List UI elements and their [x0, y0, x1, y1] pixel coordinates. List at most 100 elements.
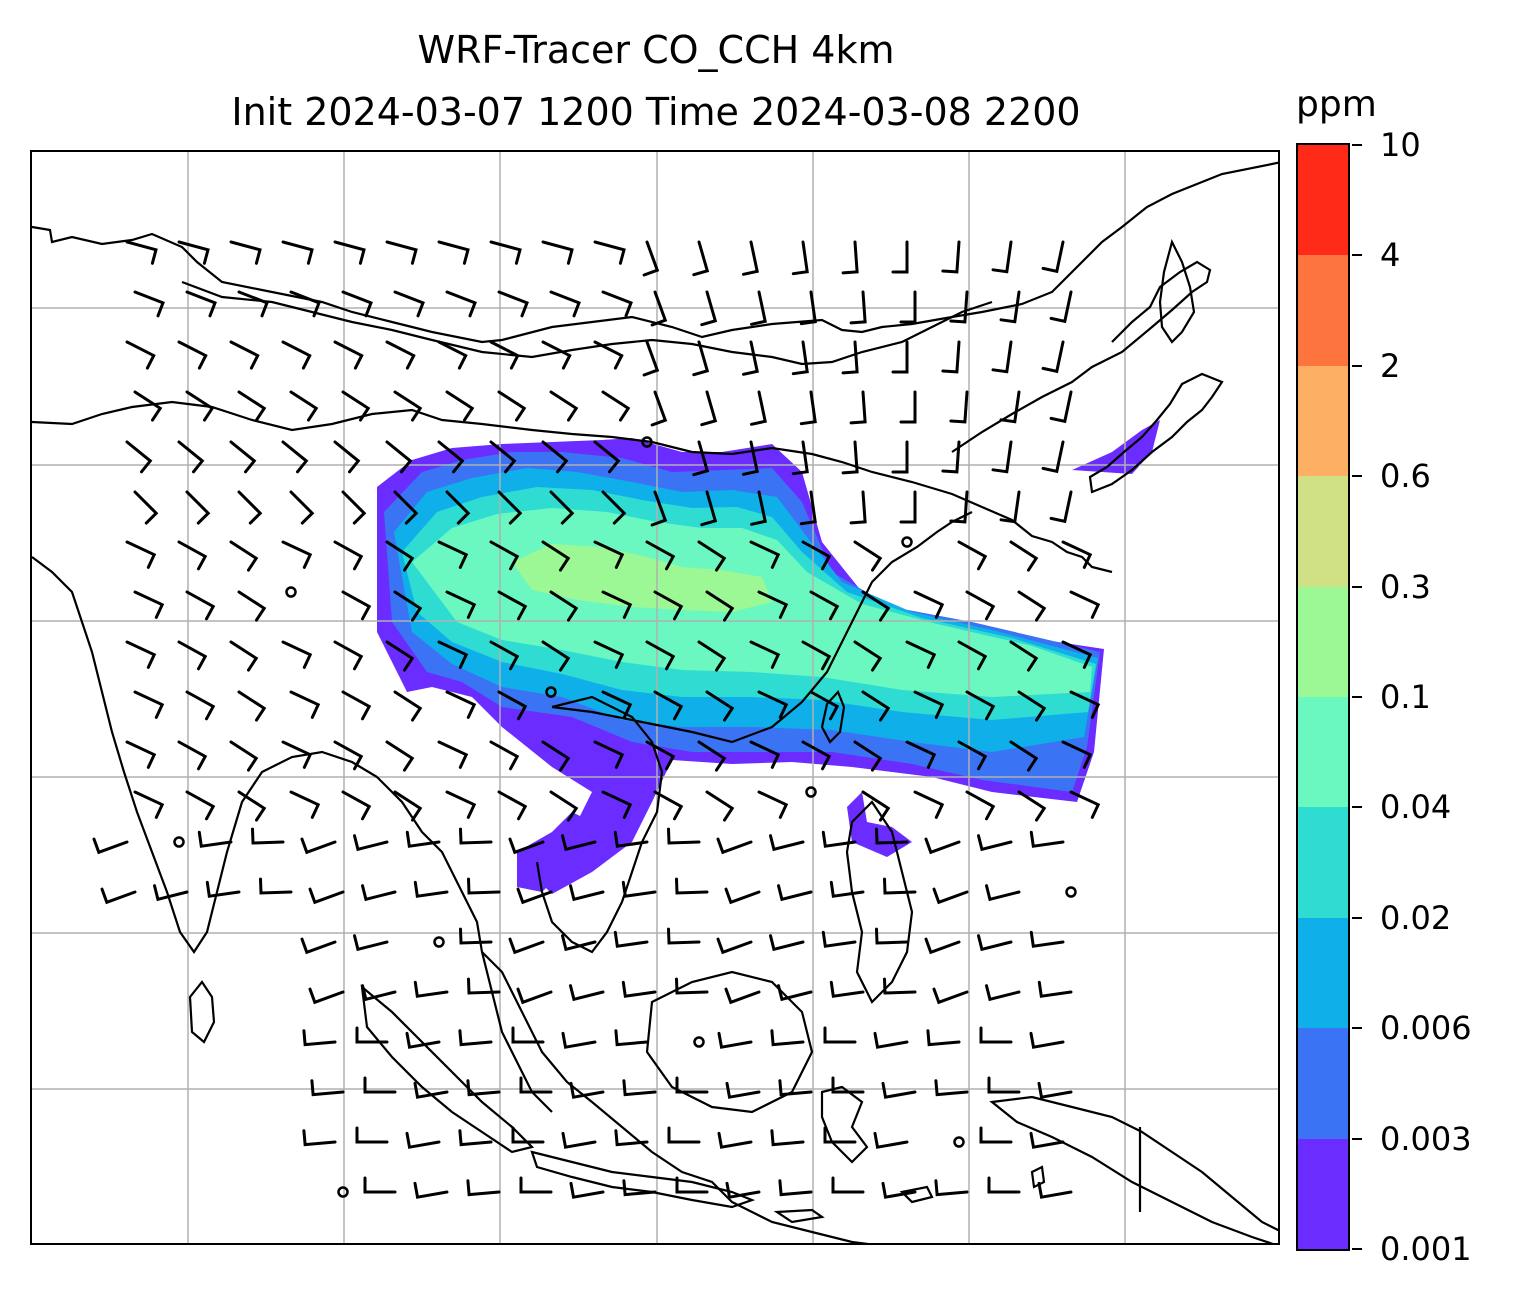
wind-barb	[405, 830, 441, 848]
wind-barb	[849, 490, 867, 525]
wind-barb	[645, 740, 676, 771]
wind-barb	[497, 490, 523, 525]
wind-barb	[601, 590, 633, 619]
wind-barb	[197, 830, 233, 848]
wind-barb	[497, 590, 528, 621]
wind-barb	[355, 1026, 389, 1044]
wind-barb	[333, 740, 364, 771]
wind-barb	[949, 390, 969, 424]
wind-barb	[700, 490, 718, 527]
wind-barb	[413, 980, 449, 998]
wind-barb	[957, 540, 988, 571]
wind-barb	[237, 790, 267, 822]
plume-patch-northeast	[1072, 420, 1160, 474]
coastline-japan-main	[1088, 372, 1224, 494]
wind-barb	[458, 1129, 493, 1147]
wind-barb	[516, 987, 553, 1005]
wind-barb	[913, 790, 945, 819]
wind-barb	[692, 340, 710, 377]
colorbar-tick-label: 0.3	[1380, 567, 1431, 606]
wind-barb	[177, 640, 208, 671]
wind-barb	[742, 440, 759, 476]
wind-barb	[459, 827, 493, 845]
wind-barb	[92, 837, 129, 855]
wind-barb	[229, 340, 260, 370]
wind-barb	[697, 640, 727, 672]
wind-barb	[489, 440, 517, 474]
wind-barb	[1029, 1131, 1065, 1149]
wind-barb	[1061, 640, 1093, 669]
colorbar-tick-mark	[1352, 1137, 1362, 1140]
wind-barb	[692, 440, 710, 477]
wind-barb	[949, 290, 969, 324]
colorbar-segment	[1298, 917, 1348, 1029]
calm-wind-circle	[953, 1136, 965, 1148]
wind-barb	[716, 937, 753, 955]
wind-barb	[385, 340, 416, 370]
wind-barb	[799, 390, 817, 426]
colorbar-tick-label: 0.1	[1380, 678, 1431, 716]
wind-barb	[875, 927, 909, 945]
wind-barb	[769, 934, 805, 952]
wind-barb	[653, 690, 684, 721]
wind-barb	[985, 884, 1021, 902]
wind-barb	[541, 740, 571, 772]
wind-barb	[891, 440, 909, 474]
wind-barb	[1009, 640, 1039, 672]
wind-barb	[497, 790, 528, 821]
wind-barb	[987, 1176, 1021, 1194]
wind-barb	[716, 837, 753, 855]
wind-barb	[341, 290, 373, 318]
colorbar-tick-mark	[1352, 696, 1362, 698]
wind-barb	[705, 590, 735, 622]
wind-barb	[300, 837, 337, 855]
coastline-philippines	[845, 800, 914, 1004]
wind-barb	[385, 440, 413, 474]
wind-barb	[700, 290, 718, 327]
wind-barb	[675, 877, 709, 895]
wind-barb	[757, 690, 789, 719]
wind-barb	[497, 390, 527, 422]
wind-barb	[829, 880, 865, 898]
wind-barb	[363, 1176, 397, 1194]
wind-barb	[393, 290, 425, 318]
wind-barb	[697, 740, 727, 772]
plume-patch-gulf	[517, 812, 592, 892]
wind-barb	[700, 390, 718, 427]
wind-barb	[125, 740, 157, 769]
wind-barb	[749, 540, 781, 569]
wind-barb	[393, 790, 423, 822]
colorbar-segment	[1298, 144, 1348, 256]
colorbar-segment	[1298, 255, 1348, 366]
wind-barb	[1037, 980, 1073, 998]
wind-barb	[791, 440, 809, 476]
wind-barb	[905, 640, 937, 669]
wind-barb	[593, 740, 625, 769]
wind-barb	[393, 490, 419, 525]
wind-barb	[445, 590, 477, 619]
wind-barb	[941, 340, 961, 374]
wind-barb	[466, 1079, 501, 1097]
wind-barb	[593, 640, 625, 669]
wind-barb	[445, 690, 477, 719]
wind-barb	[777, 884, 813, 902]
wind-barb	[932, 987, 969, 1005]
wind-barb	[561, 1031, 597, 1049]
map-canvas	[32, 152, 1278, 1243]
wind-barb	[341, 790, 372, 821]
colorbar-tick-label: 0.003	[1380, 1119, 1472, 1158]
wind-barb	[300, 937, 337, 955]
wind-barb	[614, 1029, 649, 1047]
wind-barb	[1049, 490, 1073, 524]
wind-barb	[133, 590, 165, 619]
wind-barb	[437, 740, 469, 769]
wind-barb	[302, 1029, 337, 1047]
wind-barb	[133, 290, 165, 318]
wind-barb	[999, 490, 1021, 524]
wind-barb	[413, 880, 449, 898]
wind-barb	[749, 640, 781, 669]
wind-barb	[125, 440, 153, 474]
wind-barb	[497, 690, 528, 721]
wind-barb	[259, 877, 293, 895]
wind-barb	[353, 834, 389, 852]
